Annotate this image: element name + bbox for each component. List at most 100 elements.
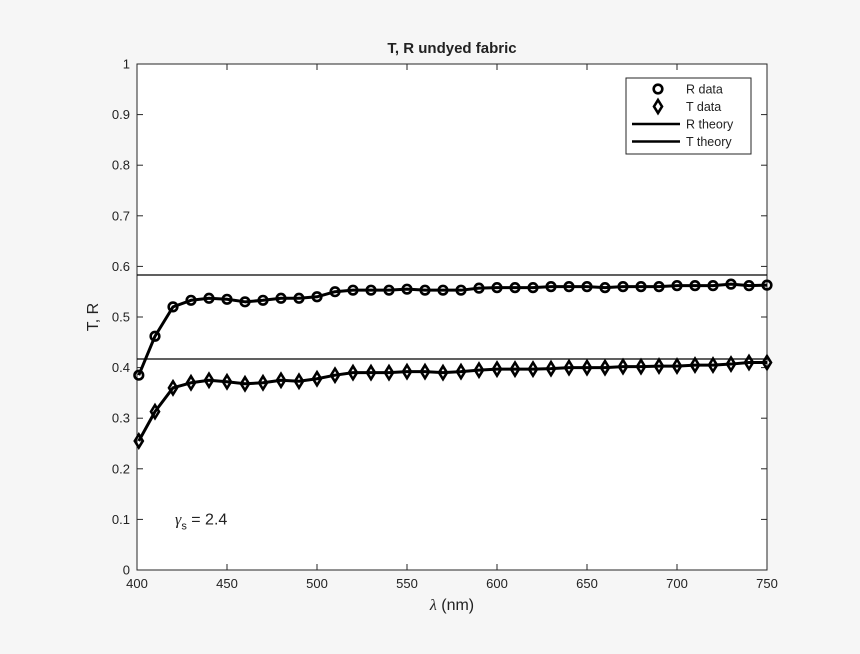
x-tick-label: 650 — [576, 576, 598, 591]
r-data-point — [347, 284, 359, 296]
x-axis-label: λ (nm) — [429, 597, 474, 614]
r-data-point — [509, 282, 521, 294]
axis-ticks: 400 450 500 550 600 650 700 750 0 0.1 0.2 0.3 0.4 0.5… — [112, 57, 778, 592]
legend: R data T data R theory T theory — [625, 77, 752, 155]
t-data-point — [743, 353, 755, 372]
r-data-point — [133, 369, 145, 381]
r-data-point — [653, 281, 665, 293]
y-tick-label: 0.6 — [112, 259, 130, 274]
r-data-point — [401, 283, 413, 295]
y-tick-label: 0.9 — [112, 107, 130, 122]
r-data-point — [275, 292, 287, 304]
r-data-point — [527, 282, 539, 294]
r-data-point — [311, 291, 323, 303]
t-data-point — [545, 359, 557, 378]
t-data-point — [167, 378, 179, 397]
r-data-point — [545, 281, 557, 293]
series-r-data — [133, 278, 773, 381]
y-tick-label: 1 — [123, 57, 130, 72]
t-data-point — [581, 358, 593, 377]
t-data-point — [473, 361, 485, 380]
r-data-point — [185, 294, 197, 306]
x-tick-label: 500 — [306, 576, 328, 591]
y-axis-label: T, R — [85, 303, 102, 331]
r-data-point — [437, 284, 449, 296]
x-tick-label: 400 — [126, 576, 148, 591]
series-t-data — [133, 353, 773, 450]
t-data-point — [329, 366, 341, 385]
y-tick-label: 0.3 — [112, 411, 130, 426]
x-tick-label: 700 — [666, 576, 688, 591]
r-data-point — [707, 280, 719, 292]
t-data-point — [221, 372, 233, 391]
gamma-subscript: s — [181, 520, 187, 532]
t-data-point — [311, 369, 323, 388]
t-data-point — [419, 362, 431, 381]
legend-label: T data — [686, 100, 721, 114]
t-data-point — [671, 357, 683, 376]
r-data-point — [635, 281, 647, 293]
t-data-point — [203, 371, 215, 390]
t-data-point — [653, 357, 665, 376]
t-data-point — [761, 353, 773, 372]
t-data-point — [347, 363, 359, 382]
r-data-point — [329, 286, 341, 298]
r-data-point — [563, 281, 575, 293]
r-data-point — [599, 282, 611, 294]
t-data-point — [617, 357, 629, 376]
y-tick-label: 0.1 — [112, 512, 130, 527]
y-tick-label: 0.7 — [112, 208, 130, 223]
legend-label: R theory — [686, 118, 734, 132]
r-data-point — [167, 301, 179, 313]
gamma-value: = 2.4 — [187, 511, 228, 528]
y-tick-label: 0.2 — [112, 461, 130, 476]
y-tick-label: 0.5 — [112, 310, 130, 325]
t-data-point — [689, 356, 701, 375]
r-data-point — [257, 294, 269, 306]
legend-diamond-swatch — [652, 97, 664, 116]
y-tick-label: 0.8 — [112, 158, 130, 173]
t-data-point — [383, 363, 395, 382]
r-data-point — [689, 280, 701, 292]
series-layer — [133, 274, 773, 450]
x-axis-label-unit: (nm) — [437, 597, 474, 614]
t-data-point — [239, 374, 251, 393]
r-data-point — [455, 284, 467, 296]
t-data-point — [149, 402, 161, 421]
x-tick-label: 750 — [756, 576, 778, 591]
r-data-point — [725, 278, 737, 290]
r-data-point — [383, 284, 395, 296]
t-data-point — [599, 358, 611, 377]
legend-label: T theory — [686, 135, 732, 149]
t-data-point — [509, 360, 521, 379]
x-tick-label: 450 — [216, 576, 238, 591]
t-data-point — [563, 358, 575, 377]
r-data-point — [617, 281, 629, 293]
r-data-point — [293, 292, 305, 304]
t-data-point — [707, 356, 719, 375]
x-tick-label: 550 — [396, 576, 418, 591]
r-data-point — [149, 330, 161, 342]
r-data-point — [203, 292, 215, 304]
t-data-point — [527, 360, 539, 379]
t-data-point — [437, 363, 449, 382]
y-tick-label: 0 — [123, 563, 130, 578]
t-data-point — [185, 373, 197, 392]
t-data-point — [491, 360, 503, 379]
t-data-point — [401, 362, 413, 381]
t-data-point — [257, 373, 269, 392]
r-data-point — [473, 282, 485, 294]
r-data-point — [365, 284, 377, 296]
r-data-point — [419, 284, 431, 296]
x-tick-label: 600 — [486, 576, 508, 591]
y-tick-label: 0.4 — [112, 360, 130, 375]
r-data-point — [221, 293, 233, 305]
r-data-point — [761, 279, 773, 291]
t-data-point — [365, 363, 377, 382]
t-data-point — [455, 362, 467, 381]
t-data-point — [635, 357, 647, 376]
r-data-point — [671, 280, 683, 292]
chart-title: T, R undyed fabric — [387, 40, 516, 57]
t-data-point — [133, 431, 145, 450]
